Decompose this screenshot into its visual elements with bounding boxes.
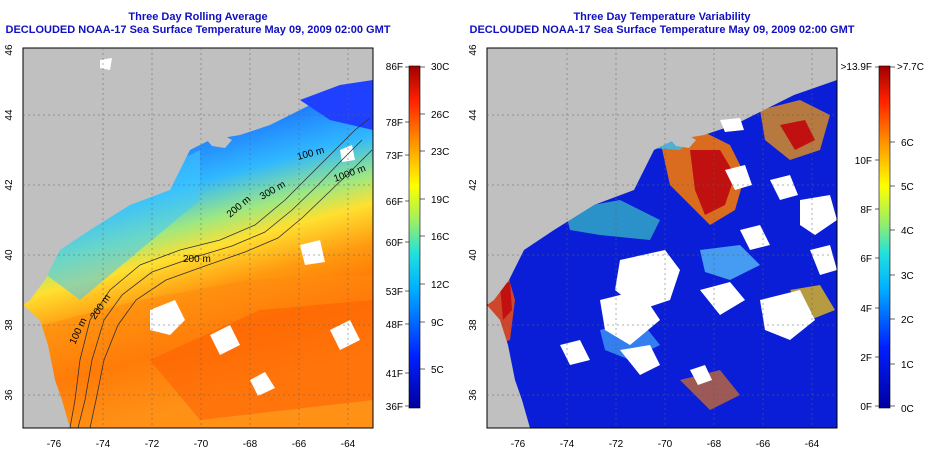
colorbar-f-label: 53F [386, 287, 403, 298]
colorbar-c-label: 2C [901, 315, 914, 326]
colorbar-f-label: 2F [860, 353, 872, 364]
lat-tick: 46 [4, 44, 15, 56]
lon-tick: -72 [609, 439, 624, 450]
colorbar-f-label: 73F [386, 151, 403, 162]
lon-tick: -66 [756, 439, 771, 450]
colorbar-f-label: 48F [386, 320, 403, 331]
left-title-line2: DECLOUDED NOAA-17 Sea Surface Temperatur… [5, 24, 391, 36]
right-variability-patches [488, 100, 835, 410]
left-map-frame [22, 47, 374, 429]
right-title-line2: DECLOUDED NOAA-17 Sea Surface Temperatur… [469, 24, 855, 36]
colorbar-f-label: 36F [386, 402, 403, 413]
colorbar-c-label: 9C [431, 318, 444, 329]
left-map: 100 m 200 m 200 m 1000 m 300 m 200 m 100… [23, 48, 373, 428]
lat-tick: 38 [468, 319, 479, 331]
colorbar-c-label: 5C [901, 182, 914, 193]
colorbar-f-label: 78F [386, 118, 403, 129]
lat-tick: 40 [468, 249, 479, 261]
right-colorbar [878, 65, 891, 409]
right-lon-axis: -76 -74 -72 -70 -68 -66 -64 [511, 439, 820, 450]
colorbar-c-label: 4C [901, 226, 914, 237]
colorbar-f-label: 0F [860, 402, 872, 413]
left-lat-axis: 46 44 42 40 38 36 [4, 44, 15, 401]
right-colorbar-c-labels: >7.7C 6C 5C 4C 3C 2C 1C 0C [897, 62, 924, 415]
colorbar-c-label: 16C [431, 232, 449, 243]
left-land-northeast [23, 48, 373, 305]
left-colorbar-f-labels: 86F 78F 73F 66F 60F 53F 48F 41F 36F [386, 62, 403, 413]
right-land-midatlantic [487, 305, 530, 428]
colorbar-c-label: 3C [901, 271, 914, 282]
right-cape-cod [669, 133, 696, 148]
lat-tick: 46 [468, 44, 479, 56]
colorbar-c-label: 23C [431, 147, 449, 158]
colorbar-f-label: 86F [386, 62, 403, 73]
colorbar-c-label: 26C [431, 110, 449, 121]
colorbar-f-label: 41F [386, 369, 403, 380]
lon-tick: -72 [145, 439, 160, 450]
left-gridlines [23, 48, 373, 428]
right-colorbar-ticks [875, 66, 895, 407]
lon-tick: -64 [805, 439, 820, 450]
lon-tick: -68 [243, 439, 258, 450]
right-title-line1: Three Day Temperature Variability [573, 11, 751, 23]
colorbar-c-label: 19C [431, 195, 449, 206]
left-colorbar [408, 65, 421, 409]
left-title-line1: Three Day Rolling Average [128, 11, 268, 23]
lon-tick: -74 [560, 439, 575, 450]
colorbar-c-label: 0C [901, 404, 914, 415]
colorbar-c-label: 30C [431, 62, 449, 73]
colorbar-c-label: 6C [901, 138, 914, 149]
colorbar-f-label: 66F [386, 197, 403, 208]
colorbar-f-label: 60F [386, 238, 403, 249]
colorbar-f-label: 8F [860, 205, 872, 216]
right-cloud-gaps [560, 118, 837, 385]
lat-tick: 44 [4, 109, 15, 121]
colorbar-c-label: 5C [431, 365, 444, 376]
lat-tick: 36 [468, 389, 479, 401]
left-ns-water [300, 80, 373, 130]
lon-tick: -76 [47, 439, 62, 450]
left-land-midatlantic [23, 305, 70, 428]
colorbar-f-label: 10F [855, 156, 872, 167]
colorbar-f-label: >13.9F [841, 62, 872, 73]
left-hot-core [150, 300, 373, 420]
left-cape-cod [205, 133, 232, 148]
colorbar-f-label: 6F [860, 254, 872, 265]
left-cloud-gaps [100, 58, 360, 396]
left-colorbar-ticks [405, 66, 425, 407]
lon-tick: -70 [194, 439, 209, 450]
lon-tick: -70 [658, 439, 673, 450]
colorbar-c-label: 1C [901, 360, 914, 371]
lat-tick: 42 [468, 179, 479, 191]
right-land-northeast [487, 48, 837, 305]
left-colorbar-c-labels: 30C 26C 23C 19C 16C 12C 9C 5C [431, 62, 449, 376]
right-colorbar-f-labels: >13.9F 10F 8F 6F 4F 2F 0F [841, 62, 872, 413]
lon-tick: -74 [96, 439, 111, 450]
lat-tick: 40 [4, 249, 15, 261]
lat-tick: 36 [4, 389, 15, 401]
contour-label: 200 m [183, 254, 211, 265]
lat-tick: 38 [4, 319, 15, 331]
right-lat-axis: 46 44 42 40 38 36 [468, 44, 479, 401]
lon-tick: -64 [341, 439, 356, 450]
lat-tick: 42 [4, 179, 15, 191]
right-map-frame [486, 47, 838, 429]
lon-tick: -76 [511, 439, 526, 450]
lat-tick: 44 [468, 109, 479, 121]
lon-tick: -68 [707, 439, 722, 450]
colorbar-c-label: 12C [431, 280, 449, 291]
colorbar-c-label: >7.7C [897, 62, 924, 73]
colorbar-f-label: 4F [860, 304, 872, 315]
right-gridlines [487, 48, 837, 428]
left-lon-axis: -76 -74 -72 -70 -68 -66 -64 [47, 439, 356, 450]
right-map [487, 48, 837, 428]
lon-tick: -66 [292, 439, 307, 450]
